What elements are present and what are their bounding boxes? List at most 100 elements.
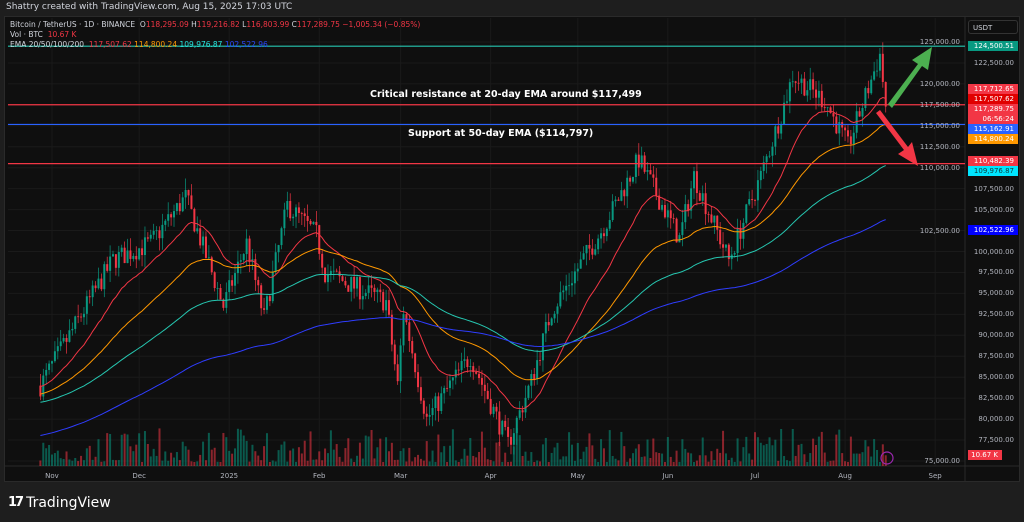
- volume-bar: [454, 460, 457, 466]
- candle-body: [277, 245, 280, 253]
- candle-body: [573, 271, 576, 284]
- candle-body: [637, 154, 640, 168]
- volume-bar: [85, 448, 88, 466]
- close-value: 117,289.75: [296, 20, 340, 29]
- price-tick-label: 125,000.00: [919, 38, 960, 46]
- volume-bar: [196, 461, 199, 466]
- volume-bar: [614, 458, 617, 466]
- volume-bar: [263, 446, 266, 466]
- candle-body: [173, 211, 176, 218]
- candle-body: [687, 204, 690, 211]
- volume-bar: [637, 444, 640, 466]
- candle-body: [698, 193, 701, 201]
- volume-bar: [861, 452, 864, 466]
- volume-bar: [878, 461, 881, 466]
- volume-bar: [210, 449, 213, 466]
- volume-bar: [56, 450, 59, 466]
- candle-body: [361, 296, 364, 300]
- volume-bar: [326, 453, 329, 466]
- volume-bar: [785, 460, 788, 466]
- volume-bar: [530, 452, 533, 466]
- volume-bar: [286, 461, 289, 466]
- price-tick-label: 100,000.00: [973, 247, 1014, 256]
- candle-body: [422, 400, 425, 414]
- candle-body: [762, 162, 765, 171]
- candle-body: [387, 300, 390, 315]
- volume-bar: [826, 461, 829, 466]
- volume-bar: [489, 460, 492, 466]
- volume-bar: [844, 461, 847, 466]
- volume-bar: [701, 437, 704, 466]
- candle-body: [402, 314, 405, 346]
- volume-bar: [170, 452, 173, 466]
- candle-body: [454, 369, 457, 378]
- candle-body: [547, 322, 550, 326]
- volume-bar: [600, 439, 603, 466]
- volume-bar: [239, 429, 242, 466]
- volume-bar: [91, 459, 94, 466]
- candle-body: [785, 101, 788, 103]
- volume-bar: [437, 434, 440, 466]
- candle-body: [788, 82, 791, 102]
- volume-bar: [707, 461, 710, 466]
- candle-body: [486, 390, 489, 399]
- candle-body: [161, 224, 164, 239]
- candle-body: [864, 88, 867, 109]
- volume-bar: [242, 435, 245, 466]
- price-tag: 115,162.91: [968, 123, 1018, 134]
- volume-value: 10.67 K: [47, 30, 77, 39]
- candle-body: [539, 360, 542, 361]
- volume-bar: [106, 433, 109, 466]
- candle-body: [550, 318, 553, 326]
- volume-bar: [475, 457, 478, 466]
- volume-bar: [846, 461, 849, 466]
- volume-bar: [562, 456, 565, 466]
- volume-bar: [800, 443, 803, 466]
- candle-body: [829, 107, 832, 114]
- candle-body: [751, 199, 754, 201]
- tradingview-logo[interactable]: 17 TradingView: [8, 494, 111, 512]
- price-tick-label: 105,000.00: [973, 205, 1014, 214]
- candle-body: [460, 360, 463, 371]
- volume-bar: [716, 448, 719, 466]
- change-value: −1,005.34 (−0.85%): [342, 20, 421, 29]
- volume-bar: [539, 461, 542, 466]
- volume-bar: [504, 452, 507, 466]
- volume-bar: [463, 448, 466, 466]
- volume-bar: [335, 444, 338, 466]
- chart-panel[interactable]: [4, 16, 1020, 482]
- volume-bar: [521, 455, 524, 466]
- candle-body: [306, 215, 309, 221]
- volume-bar: [745, 436, 748, 466]
- price-tick-label: 80,000.00: [978, 415, 1014, 424]
- candle-body: [155, 230, 158, 232]
- candle-body: [274, 252, 277, 272]
- candle-body: [210, 257, 213, 273]
- candle-body: [472, 366, 475, 373]
- candle-body: [507, 426, 510, 437]
- candle-body: [289, 200, 292, 219]
- volume-bar: [695, 460, 698, 466]
- volume-bar: [823, 452, 826, 466]
- candle-body: [373, 287, 376, 293]
- volume-bar: [620, 431, 623, 466]
- time-tick-label: Jun: [662, 472, 674, 480]
- volume-bar: [187, 449, 190, 466]
- symbol-legend: Bitcoin / TetherUS · 1D · BINANCE O118,2…: [10, 20, 420, 29]
- volume-bar: [849, 436, 852, 466]
- candle-body: [614, 199, 617, 202]
- candle-body: [568, 285, 571, 287]
- candle-body: [521, 410, 524, 413]
- candle-body: [783, 102, 786, 125]
- ema20-value: 117,507.62: [88, 40, 132, 49]
- time-tick-label: Mar: [393, 472, 408, 480]
- candle-body: [213, 272, 216, 289]
- candle-body: [353, 276, 356, 289]
- volume-bar: [774, 439, 777, 466]
- volume-bar: [472, 455, 475, 466]
- price-tick-label: 77,500.00: [978, 436, 1014, 445]
- volume-bar: [881, 444, 884, 466]
- currency-selector[interactable]: USDT: [968, 20, 1018, 34]
- candle-body: [652, 174, 655, 178]
